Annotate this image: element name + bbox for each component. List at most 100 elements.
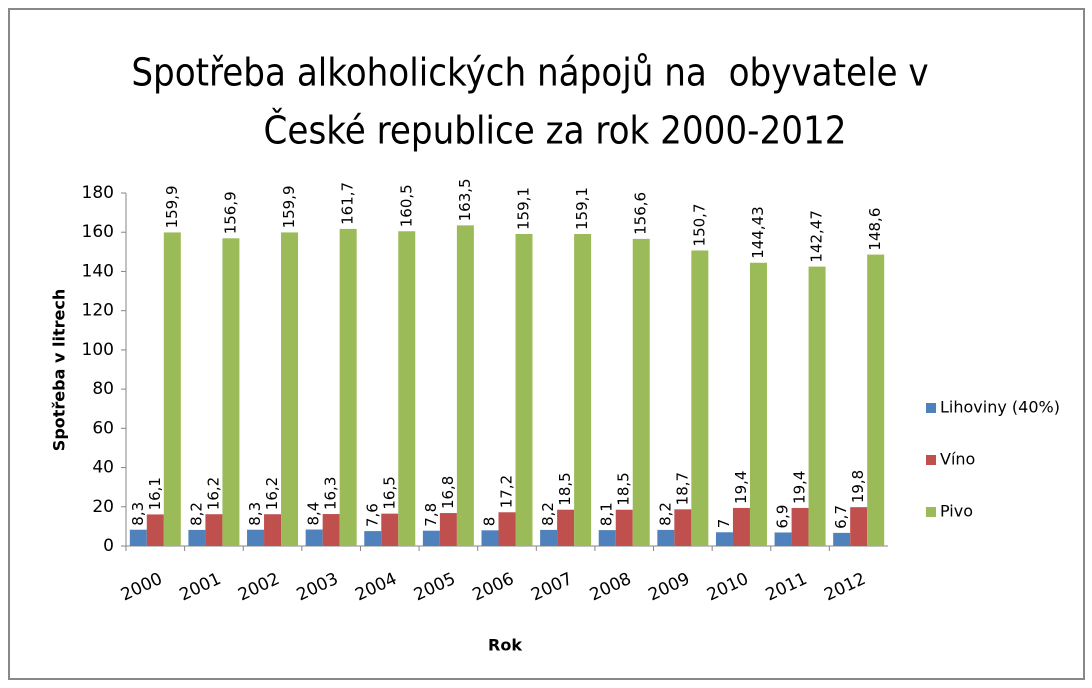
value-label: 7,8 xyxy=(422,503,440,527)
legend-label: Lihoviny (40%) xyxy=(940,398,1060,417)
value-label: 18,5 xyxy=(556,472,574,505)
value-label: 17,2 xyxy=(498,475,516,508)
bar xyxy=(598,530,616,546)
bar xyxy=(732,507,750,546)
bar xyxy=(146,514,164,546)
bar xyxy=(188,529,206,546)
bar xyxy=(222,238,240,546)
bar xyxy=(264,514,282,546)
y-tick-label: 40 xyxy=(92,458,114,478)
value-label: 18,5 xyxy=(615,472,633,505)
bar xyxy=(515,233,533,546)
bar xyxy=(498,512,516,546)
value-label: 163,5 xyxy=(456,178,474,221)
chart-frame xyxy=(8,8,1085,680)
y-tick-label: 20 xyxy=(92,497,114,517)
legend-swatch xyxy=(926,455,936,465)
bar xyxy=(398,231,416,546)
bar xyxy=(456,225,474,546)
value-label: 19,4 xyxy=(791,471,809,504)
y-tick-label: 0 xyxy=(103,536,114,556)
bar xyxy=(749,262,767,546)
bar xyxy=(281,232,299,546)
bar xyxy=(540,529,558,546)
y-tick-label: 80 xyxy=(92,379,114,399)
bar xyxy=(322,514,340,546)
y-tick-label: 140 xyxy=(82,261,114,281)
bar xyxy=(657,529,675,546)
value-label: 8,2 xyxy=(187,502,205,526)
value-label: 7 xyxy=(715,519,733,529)
x-axis-title: Rok xyxy=(488,636,522,655)
value-label: 159,1 xyxy=(515,187,533,230)
bar xyxy=(867,254,885,546)
value-label: 8 xyxy=(481,517,499,527)
value-label: 148,6 xyxy=(866,208,884,251)
bar xyxy=(632,238,650,546)
bar xyxy=(691,250,709,546)
value-label: 159,9 xyxy=(280,185,298,228)
value-label: 16,8 xyxy=(439,476,457,509)
bar xyxy=(850,507,868,546)
value-label: 8,1 xyxy=(598,502,616,526)
bar xyxy=(439,513,457,546)
value-label: 18,7 xyxy=(673,472,691,505)
value-label: 6,7 xyxy=(832,505,850,529)
chart-title: Spotřeba alkoholických nápojů na obyvate… xyxy=(131,51,928,95)
value-label: 8,3 xyxy=(246,502,264,526)
bar xyxy=(247,529,265,546)
value-label: 160,5 xyxy=(397,184,415,227)
value-label: 16,2 xyxy=(204,477,222,510)
bar xyxy=(129,529,147,546)
value-label: 8,4 xyxy=(305,502,323,526)
value-label: 8,2 xyxy=(539,502,557,526)
bar xyxy=(305,529,323,546)
bar xyxy=(808,266,826,546)
y-tick-label: 180 xyxy=(82,183,114,203)
value-label: 19,8 xyxy=(849,470,867,503)
bar xyxy=(422,530,440,546)
chart-title: České republice za rok 2000-2012 xyxy=(264,109,847,153)
bar xyxy=(205,514,223,546)
bar xyxy=(481,530,499,546)
value-label: 161,7 xyxy=(339,182,357,225)
value-label: 6,9 xyxy=(774,505,792,529)
y-tick-label: 120 xyxy=(82,301,114,321)
value-label: 159,9 xyxy=(163,185,181,228)
value-label: 19,4 xyxy=(732,471,750,504)
bar xyxy=(163,232,181,546)
bar xyxy=(674,509,692,546)
value-label: 16,2 xyxy=(263,477,281,510)
bar xyxy=(364,531,382,546)
bar xyxy=(833,532,851,546)
y-axis-title: Spotřeba v litrech xyxy=(50,289,69,451)
bar xyxy=(381,513,399,546)
y-tick-label: 160 xyxy=(82,222,114,242)
value-label: 156,6 xyxy=(632,192,650,235)
value-label: 8,3 xyxy=(129,502,147,526)
value-label: 142,47 xyxy=(808,210,826,263)
value-label: 7,6 xyxy=(363,503,381,527)
bar xyxy=(791,507,809,546)
value-label: 144,43 xyxy=(749,206,767,259)
bar xyxy=(557,509,575,546)
y-tick-label: 100 xyxy=(82,340,114,360)
value-label: 150,7 xyxy=(690,204,708,247)
value-label: 8,2 xyxy=(656,502,674,526)
value-label: 159,1 xyxy=(573,187,591,230)
value-label: 156,9 xyxy=(221,191,239,234)
legend-label: Pivo xyxy=(940,502,973,521)
legend-swatch xyxy=(926,403,936,413)
bar xyxy=(574,233,592,546)
legend-label: Víno xyxy=(940,450,975,469)
bar xyxy=(615,509,633,546)
value-label: 16,5 xyxy=(380,476,398,509)
y-tick-label: 60 xyxy=(92,418,114,438)
bar xyxy=(774,532,792,546)
bar xyxy=(339,228,357,546)
value-label: 16,3 xyxy=(322,477,340,510)
value-label: 16,1 xyxy=(146,477,164,510)
legend-swatch xyxy=(926,507,936,517)
bar xyxy=(715,532,733,546)
